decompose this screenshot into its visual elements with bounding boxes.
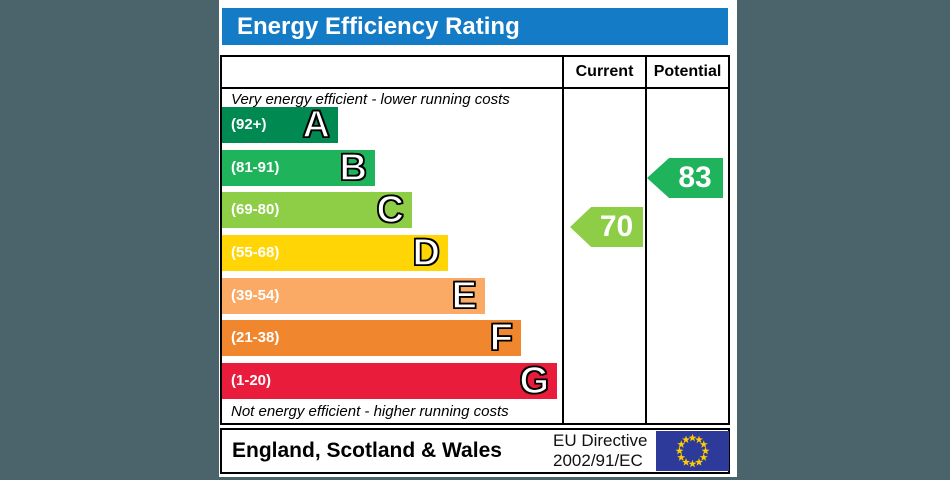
band-g-range: (1-20)	[231, 372, 272, 389]
band-a-bar: (92+) A	[222, 104, 338, 146]
column-divider-potential	[645, 57, 647, 423]
eu-flag-icon	[656, 431, 729, 471]
band-d-letter: D	[412, 232, 441, 274]
column-header-current: Current	[575, 63, 634, 80]
band-g-bar: (1-20) G	[222, 360, 557, 402]
band-d-bar: (55-68) D	[222, 232, 448, 274]
region-label: England, Scotland & Wales	[232, 439, 502, 462]
header-divider	[222, 87, 728, 89]
eu-directive-line2: 2002/91/EC	[553, 451, 643, 470]
footer: England, Scotland & Wales EU Directive 2…	[220, 428, 730, 474]
top-note: Very energy efficient - lower running co…	[231, 91, 510, 108]
band-g-letter: G	[519, 360, 550, 402]
band-a-range: (92+)	[231, 116, 267, 133]
band-b-letter: B	[339, 147, 368, 189]
page-title: Energy Efficiency Rating	[222, 8, 728, 45]
rating-table: Current Potential Very energy efficient …	[220, 55, 730, 425]
band-c-bar: (69-80) C	[222, 189, 412, 231]
column-header-potential: Potential	[653, 63, 722, 80]
eu-directive-line1: EU Directive	[553, 431, 648, 450]
band-b-bar: (81-91) B	[222, 147, 375, 189]
band-e-bar: (39-54) E	[222, 275, 485, 317]
band-d-range: (55-68)	[231, 244, 280, 261]
band-c-letter: C	[376, 189, 405, 231]
band-f-range: (21-38)	[231, 329, 280, 346]
band-e-letter: E	[451, 275, 478, 317]
band-f-bar: (21-38) F	[222, 317, 521, 359]
column-divider-current	[562, 57, 564, 423]
band-b-range: (81-91)	[231, 159, 280, 176]
band-e-range: (39-54)	[231, 287, 280, 304]
band-a-letter: A	[302, 104, 331, 146]
band-f-letter: F	[489, 317, 514, 359]
band-c-range: (69-80)	[231, 201, 280, 218]
bottom-note: Not energy efficient - higher running co…	[231, 403, 509, 420]
eu-directive-label: EU Directive 2002/91/EC	[553, 431, 647, 471]
